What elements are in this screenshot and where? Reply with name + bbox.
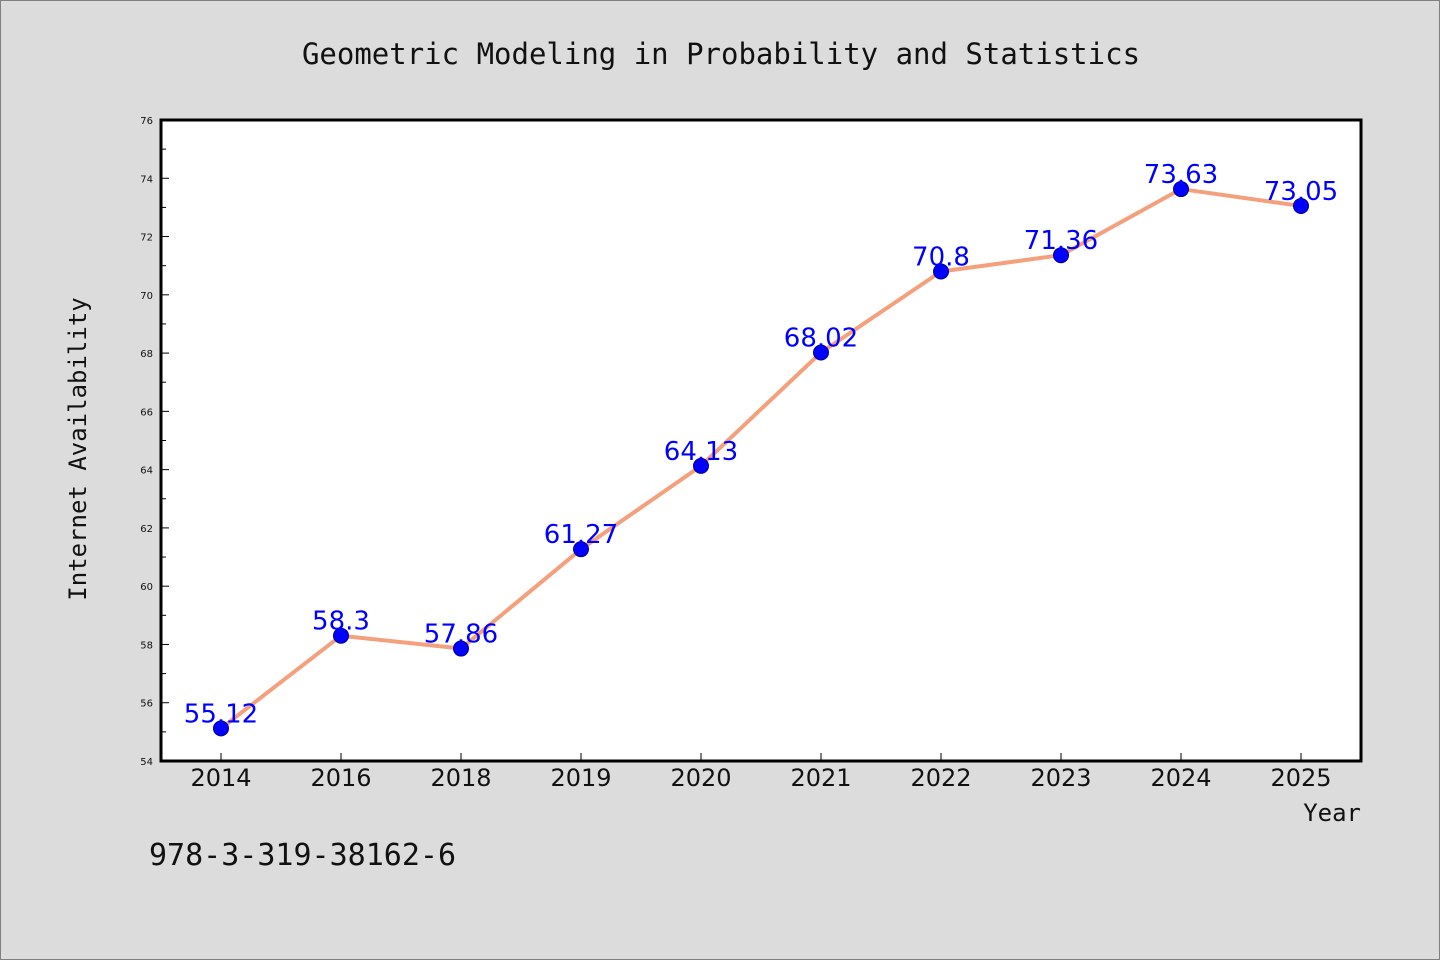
- data-point: [213, 720, 229, 737]
- y-tick-label: 66: [140, 407, 153, 418]
- data-label: 55.12: [184, 699, 258, 729]
- data-label: 73.63: [1144, 160, 1218, 190]
- data-point: [1173, 181, 1189, 198]
- x-tick-label: 2023: [1030, 764, 1091, 792]
- x-tick-label: 2018: [430, 764, 491, 792]
- x-tick-label: 2016: [310, 764, 371, 792]
- data-point: [453, 640, 469, 657]
- x-tick-label: 2025: [1270, 764, 1331, 792]
- footnote-isbn: 978-3-319-38162-6: [149, 838, 456, 873]
- y-tick-label: 64: [140, 466, 153, 477]
- x-tick-label: 2022: [910, 764, 971, 792]
- data-point: [693, 457, 709, 474]
- series-marker-group: [213, 181, 1309, 737]
- y-tick-label: 60: [140, 582, 153, 593]
- data-point: [1293, 197, 1309, 214]
- data-label: 68.02: [784, 324, 858, 354]
- data-point: [933, 263, 949, 280]
- data-label: 61.27: [544, 520, 618, 550]
- x-tick-label: 2014: [190, 764, 251, 792]
- y-tick-label: 74: [140, 174, 153, 185]
- x-tick-label: 2019: [550, 764, 611, 792]
- x-tick-label: 2020: [670, 764, 731, 792]
- y-tick-label: 76: [140, 116, 153, 127]
- y-tick-label: 70: [140, 291, 153, 302]
- data-label: 73.05: [1264, 177, 1338, 207]
- y-tick-label: 62: [140, 524, 153, 535]
- x-tick-label: 2021: [790, 764, 851, 792]
- series-line: [219, 187, 1302, 730]
- data-label: 57.86: [424, 620, 498, 650]
- x-axis: 2014 2016 2018 2019 2020 2021 2022 2023 2024 2025: [190, 753, 1332, 792]
- y-tick-label: 72: [140, 233, 153, 244]
- x-axis-label: Year: [1303, 799, 1361, 827]
- data-label: 70.8: [912, 243, 970, 273]
- y-axis-label: Internet Availability: [64, 297, 92, 600]
- data-label: 64.13: [664, 437, 738, 467]
- data-point: [573, 541, 589, 558]
- series-line-group: [219, 187, 1302, 730]
- y-tick-label: 58: [140, 640, 153, 651]
- plot-area: [159, 118, 1363, 763]
- data-label: 58.3: [312, 607, 370, 637]
- data-point: [333, 627, 349, 644]
- y-tick-label: 54: [140, 757, 153, 768]
- y-tick-label: 56: [140, 699, 153, 710]
- data-label-group: 55.12 58.3 57.86 61.27 64.13 68.02 70.8 71.36 73…: [184, 160, 1338, 729]
- x-tick-label: 2024: [1150, 764, 1211, 792]
- y-tick-label: 68: [140, 349, 153, 360]
- data-point: [813, 344, 829, 361]
- y-axis: 54 56 58 60 62 64 66 68 70 72 74 76: [140, 116, 169, 768]
- data-label: 71.36: [1024, 226, 1098, 256]
- data-point: [1053, 247, 1069, 264]
- chart-title: Geometric Modeling in Probability and St…: [302, 37, 1140, 71]
